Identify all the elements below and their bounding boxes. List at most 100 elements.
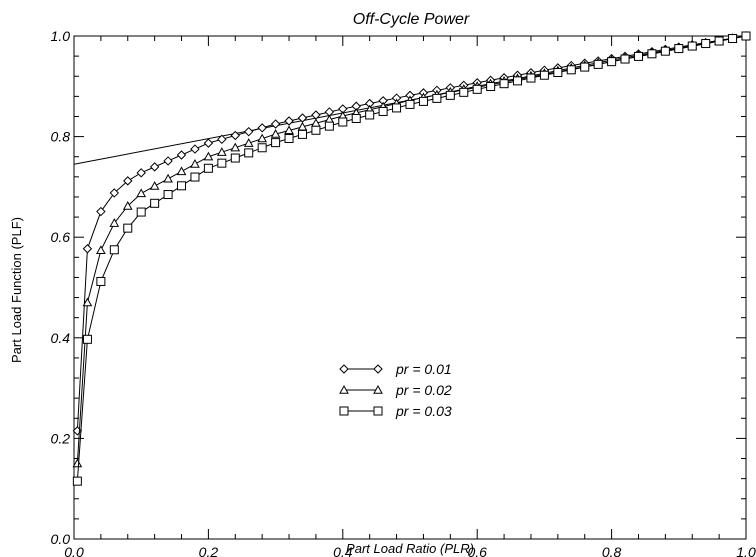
data-point <box>660 46 670 56</box>
data-point <box>270 119 281 129</box>
data-point <box>176 166 187 176</box>
data-point <box>163 173 173 183</box>
data-point <box>580 62 590 72</box>
data-point <box>620 54 630 64</box>
data-point <box>230 130 240 141</box>
data-point <box>593 59 603 69</box>
data-point <box>257 133 268 143</box>
data-point <box>513 76 523 86</box>
plot-area <box>72 30 751 486</box>
x-tick-label: 1.0 <box>736 544 756 557</box>
data-point <box>163 190 173 200</box>
data-point <box>190 159 200 168</box>
data-point <box>526 73 536 83</box>
data-point <box>701 39 711 49</box>
data-point <box>418 96 428 106</box>
data-point <box>566 65 576 75</box>
data-point <box>82 334 92 344</box>
data-point <box>96 276 106 286</box>
data-point <box>122 200 133 210</box>
data-point <box>243 138 254 147</box>
data-point <box>136 168 146 178</box>
data-point <box>741 31 751 41</box>
data-point <box>244 126 254 137</box>
data-point <box>270 129 281 138</box>
data-point <box>365 110 375 120</box>
data-point <box>109 218 120 227</box>
data-point <box>351 113 361 123</box>
data-point <box>82 297 93 307</box>
legend-label: pr = 0.02 <box>395 382 452 398</box>
data-point <box>539 70 549 80</box>
data-point <box>553 68 563 78</box>
data-point <box>96 206 106 217</box>
data-point <box>149 162 160 172</box>
data-point <box>297 129 307 139</box>
data-point <box>230 153 240 163</box>
y-tick-label: 0.0 <box>51 531 71 547</box>
y-axis-label: Part Load Function (PLF) <box>9 217 24 363</box>
legend-marker <box>373 406 383 416</box>
data-point <box>378 106 388 116</box>
data-point <box>149 181 160 190</box>
data-point <box>714 36 724 46</box>
data-point <box>244 148 254 158</box>
data-point <box>230 142 241 152</box>
data-point <box>728 34 738 44</box>
data-point <box>109 188 120 198</box>
x-tick-label: 0.0 <box>64 544 84 557</box>
data-point <box>72 426 83 436</box>
legend-marker <box>373 364 383 374</box>
data-point <box>338 117 348 127</box>
x-tick-label: 0.8 <box>602 544 622 557</box>
data-point <box>176 150 187 160</box>
data-point <box>472 84 482 94</box>
data-point <box>203 151 214 161</box>
legend-marker <box>373 384 383 394</box>
data-point <box>217 158 227 168</box>
y-tick-label: 0.6 <box>51 229 71 245</box>
data-point <box>123 223 133 233</box>
data-point <box>190 172 200 182</box>
plot-frame <box>73 35 747 540</box>
data-point <box>499 79 509 89</box>
data-point <box>123 176 133 186</box>
data-point <box>150 198 160 208</box>
data-point <box>96 245 106 254</box>
chart-title: Off-Cycle Power <box>353 11 470 28</box>
data-point <box>284 116 294 126</box>
x-axis-label: Part Load Ratio (PLR) <box>346 541 474 556</box>
data-point <box>72 458 83 468</box>
y-tick-label: 0.2 <box>51 430 71 446</box>
series-square <box>72 31 751 486</box>
y-tick-label: 1.0 <box>51 28 71 44</box>
data-point <box>177 181 187 191</box>
data-point <box>82 244 93 254</box>
x-tick-label: 0.6 <box>467 544 487 557</box>
data-point <box>190 144 200 154</box>
data-point <box>163 156 173 166</box>
data-point <box>257 123 267 133</box>
data-point <box>405 99 415 109</box>
data-point <box>445 90 455 100</box>
data-point <box>459 87 469 97</box>
y-tick-label: 0.8 <box>51 129 71 145</box>
data-point <box>217 134 227 145</box>
data-point <box>392 103 402 113</box>
legend-marker <box>339 364 349 374</box>
legend: pr = 0.01 pr = 0.02 pr = 0.03 <box>339 361 452 419</box>
legend-marker <box>339 406 349 416</box>
x-tick-label: 0.2 <box>199 544 219 557</box>
data-point <box>687 41 697 51</box>
data-point <box>109 245 119 255</box>
x-tick-label: 0.4 <box>333 544 353 557</box>
data-point <box>136 207 146 217</box>
data-point <box>311 125 321 135</box>
data-point <box>486 82 496 92</box>
legend-label: pr = 0.03 <box>395 403 452 419</box>
data-point <box>284 134 294 144</box>
data-point <box>633 51 643 61</box>
data-point <box>72 476 82 486</box>
